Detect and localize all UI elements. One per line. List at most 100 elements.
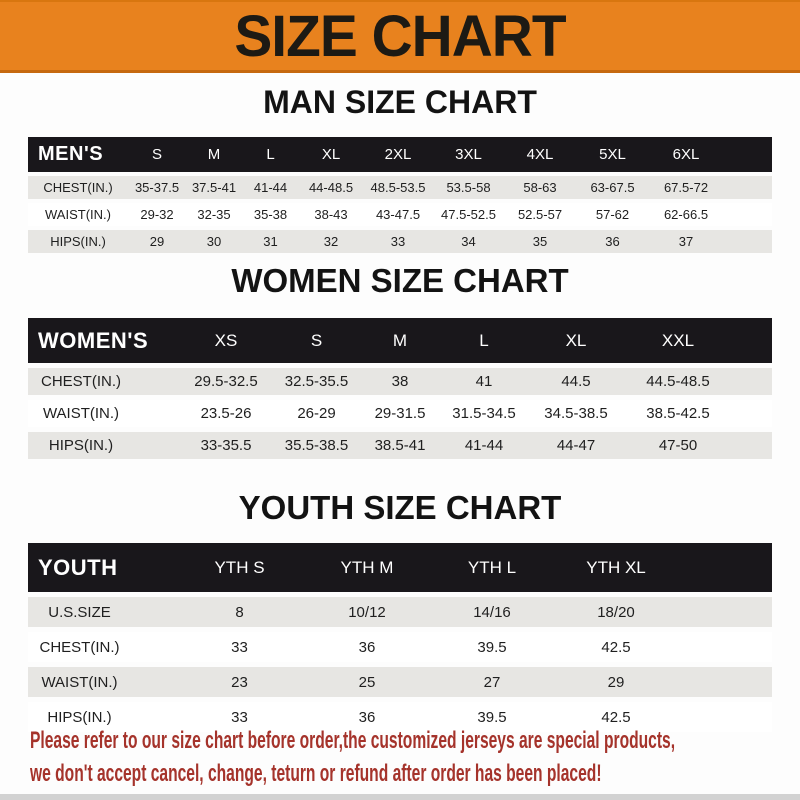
youth-group-label: YOUTH [28, 543, 175, 592]
size-cell: 53.5-58 [433, 176, 504, 199]
table-row: HIPS(IN.) 33-35.5 35.5-38.5 38.5-41 41-4… [28, 432, 772, 459]
size-cell: 30 [186, 230, 242, 253]
table-row: HIPS(IN.) 29 30 31 32 33 34 35 36 37 [28, 230, 772, 253]
column-header: M [359, 318, 441, 363]
size-cell: 58-63 [504, 176, 576, 199]
size-cell: 32 [299, 230, 363, 253]
size-cell: 35-37.5 [128, 176, 186, 199]
column-header: M [186, 137, 242, 172]
column-header: 4XL [504, 137, 576, 172]
men-section-title: MAN SIZE CHART [263, 84, 537, 120]
size-cell: 25 [304, 667, 430, 697]
size-cell: 14/16 [430, 597, 554, 627]
column-header: YTH XL [554, 543, 678, 592]
column-header: XL [299, 137, 363, 172]
size-cell: 35 [504, 230, 576, 253]
column-header: S [274, 318, 359, 363]
table-row: WAIST(IN.) 23 25 27 29 [28, 667, 772, 697]
spacer-cell [723, 230, 772, 253]
size-cell: 33 [363, 230, 433, 253]
size-cell: 44-48.5 [299, 176, 363, 199]
column-header: 3XL [433, 137, 504, 172]
row-label: CHEST(IN.) [28, 368, 178, 395]
size-cell: 37 [649, 230, 723, 253]
size-cell: 63-67.5 [576, 176, 649, 199]
table-row: CHEST(IN.) 35-37.5 37.5-41 41-44 44-48.5… [28, 176, 772, 199]
womens-header-row: WOMEN'S XS S M L XL XXL [28, 318, 772, 363]
spacer-cell [678, 702, 772, 732]
column-header: YTH S [175, 543, 304, 592]
size-cell: 33 [175, 702, 304, 732]
size-cell: 37.5-41 [186, 176, 242, 199]
size-cell: 47.5-52.5 [433, 203, 504, 226]
size-cell: 36 [304, 632, 430, 662]
youth-header-row: YOUTH YTH S YTH M YTH L YTH XL [28, 543, 772, 592]
women-section-title: WOMEN SIZE CHART [231, 262, 569, 299]
size-cell: 44.5 [527, 368, 625, 395]
size-cell: 38 [359, 368, 441, 395]
column-header: XXL [625, 318, 731, 363]
size-cell: 57-62 [576, 203, 649, 226]
size-cell: 41-44 [242, 176, 299, 199]
table-row: U.S.SIZE 8 10/12 14/16 18/20 [28, 597, 772, 627]
size-cell: 33 [175, 632, 304, 662]
spacer-cell [731, 400, 772, 427]
size-cell: 47-50 [625, 432, 731, 459]
disclaimer: Please refer to our size chart before or… [30, 724, 675, 790]
size-cell: 35.5-38.5 [274, 432, 359, 459]
column-header: YTH M [304, 543, 430, 592]
size-cell: 29 [128, 230, 186, 253]
size-cell: 39.5 [430, 632, 554, 662]
spacer-cell [731, 318, 772, 363]
size-cell: 32-35 [186, 203, 242, 226]
column-header: 5XL [576, 137, 649, 172]
size-cell: 33-35.5 [178, 432, 274, 459]
column-header: YTH L [430, 543, 554, 592]
size-cell: 39.5 [430, 702, 554, 732]
table-row: WAIST(IN.) 29-32 32-35 35-38 38-43 43-47… [28, 203, 772, 226]
table-row: HIPS(IN.) 33 36 39.5 42.5 [28, 702, 772, 732]
size-cell: 29-31.5 [359, 400, 441, 427]
column-header: 6XL [649, 137, 723, 172]
mens-header-row: MEN'S S M L XL 2XL 3XL 4XL 5XL 6XL [28, 137, 772, 172]
row-label: HIPS(IN.) [28, 230, 128, 253]
size-cell: 42.5 [554, 702, 678, 732]
size-cell: 10/12 [304, 597, 430, 627]
size-cell: 44.5-48.5 [625, 368, 731, 395]
size-cell: 27 [430, 667, 554, 697]
column-header: XS [178, 318, 274, 363]
column-header: L [242, 137, 299, 172]
column-header: S [128, 137, 186, 172]
size-cell: 8 [175, 597, 304, 627]
size-cell: 48.5-53.5 [363, 176, 433, 199]
size-cell: 36 [304, 702, 430, 732]
row-label: WAIST(IN.) [28, 400, 178, 427]
size-cell: 31.5-34.5 [441, 400, 527, 427]
size-cell: 26-29 [274, 400, 359, 427]
youth-size-table: YOUTH YTH S YTH M YTH L YTH XL U.S.SIZE … [28, 538, 772, 737]
spacer-cell [678, 597, 772, 627]
size-cell: 38-43 [299, 203, 363, 226]
table-row: CHEST(IN.) 29.5-32.5 32.5-35.5 38 41 44.… [28, 368, 772, 395]
size-cell: 29 [554, 667, 678, 697]
size-cell: 31 [242, 230, 299, 253]
size-cell: 41 [441, 368, 527, 395]
size-cell: 62-66.5 [649, 203, 723, 226]
womens-size-table: WOMEN'S XS S M L XL XXL CHEST(IN.) 29.5-… [28, 313, 772, 464]
size-cell: 44-47 [527, 432, 625, 459]
row-label: HIPS(IN.) [28, 702, 175, 732]
size-cell: 34 [433, 230, 504, 253]
bottom-strip [0, 794, 800, 800]
spacer-cell [678, 632, 772, 662]
size-cell: 35-38 [242, 203, 299, 226]
row-label: WAIST(IN.) [28, 203, 128, 226]
spacer-cell [723, 137, 772, 172]
spacer-cell [731, 432, 772, 459]
row-label: CHEST(IN.) [28, 176, 128, 199]
size-cell: 67.5-72 [649, 176, 723, 199]
row-label: WAIST(IN.) [28, 667, 175, 697]
column-header: XL [527, 318, 625, 363]
size-cell: 23 [175, 667, 304, 697]
size-cell: 29-32 [128, 203, 186, 226]
